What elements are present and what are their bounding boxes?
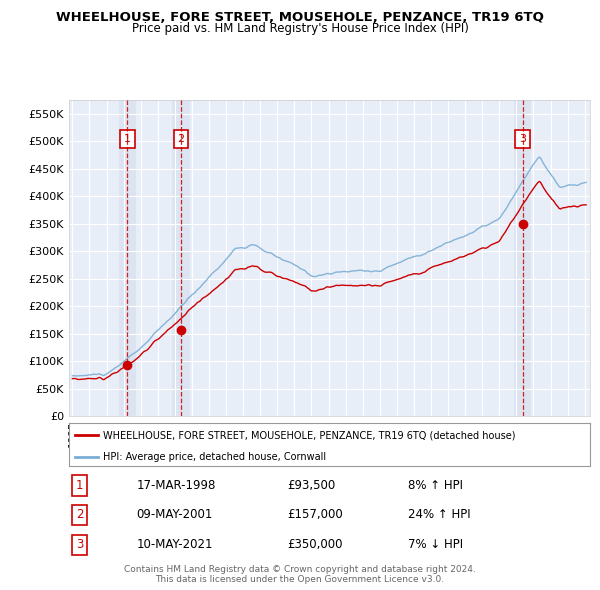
Bar — [172, 100, 190, 416]
Text: 7% ↓ HPI: 7% ↓ HPI — [407, 539, 463, 552]
Text: 1: 1 — [76, 479, 83, 492]
Text: 8% ↑ HPI: 8% ↑ HPI — [407, 479, 463, 492]
Text: This data is licensed under the Open Government Licence v3.0.: This data is licensed under the Open Gov… — [155, 575, 445, 584]
Text: 3: 3 — [519, 134, 526, 144]
Text: 09-MAY-2001: 09-MAY-2001 — [137, 508, 213, 522]
Text: WHEELHOUSE, FORE STREET, MOUSEHOLE, PENZANCE, TR19 6TQ: WHEELHOUSE, FORE STREET, MOUSEHOLE, PENZ… — [56, 11, 544, 24]
Text: 3: 3 — [76, 539, 83, 552]
Text: WHEELHOUSE, FORE STREET, MOUSEHOLE, PENZANCE, TR19 6TQ (detached house): WHEELHOUSE, FORE STREET, MOUSEHOLE, PENZ… — [103, 430, 515, 440]
Text: 17-MAR-1998: 17-MAR-1998 — [137, 479, 216, 492]
Text: Contains HM Land Registry data © Crown copyright and database right 2024.: Contains HM Land Registry data © Crown c… — [124, 565, 476, 573]
Text: 2: 2 — [178, 134, 185, 144]
Text: 24% ↑ HPI: 24% ↑ HPI — [407, 508, 470, 522]
Text: Price paid vs. HM Land Registry's House Price Index (HPI): Price paid vs. HM Land Registry's House … — [131, 22, 469, 35]
Text: £157,000: £157,000 — [288, 508, 343, 522]
Text: £350,000: £350,000 — [288, 539, 343, 552]
Text: £93,500: £93,500 — [288, 479, 336, 492]
Text: 2: 2 — [76, 508, 83, 522]
Text: 10-MAY-2021: 10-MAY-2021 — [137, 539, 213, 552]
Bar — [119, 100, 136, 416]
Bar — [514, 100, 531, 416]
Text: 1: 1 — [124, 134, 131, 144]
Text: HPI: Average price, detached house, Cornwall: HPI: Average price, detached house, Corn… — [103, 451, 326, 461]
